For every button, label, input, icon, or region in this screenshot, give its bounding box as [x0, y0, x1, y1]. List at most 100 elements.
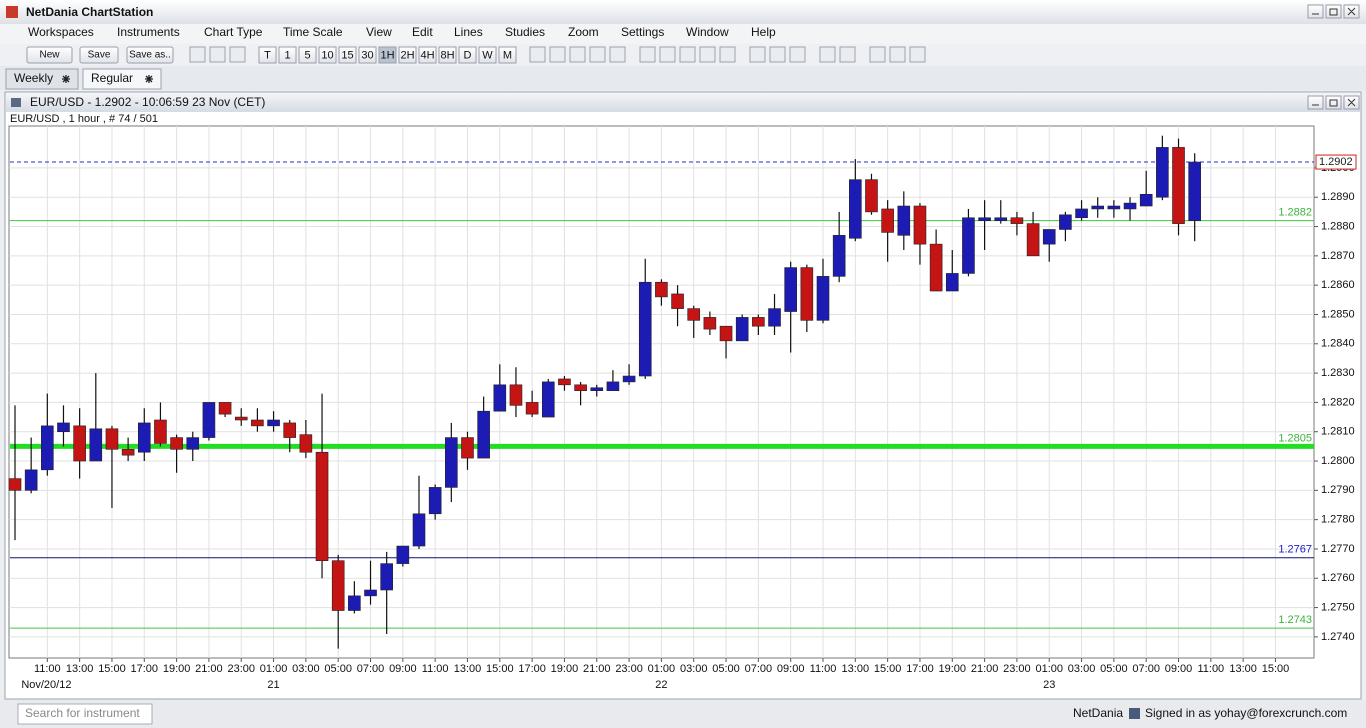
toolbar-icon[interactable]	[719, 46, 736, 63]
menu-item[interactable]: View	[366, 25, 392, 39]
candle-body	[477, 410, 490, 459]
menu-item[interactable]: Lines	[454, 25, 483, 39]
toolbar-icon[interactable]	[569, 46, 586, 63]
x-tick-label: 01:00	[648, 663, 676, 675]
menu-item[interactable]: Studies	[505, 25, 545, 39]
menu-item[interactable]: Settings	[621, 25, 664, 39]
toolbar-icon[interactable]	[209, 46, 226, 63]
x-tick-label: 19:00	[163, 663, 191, 675]
x-tick-label: 13:00	[454, 663, 482, 675]
app-icon	[6, 6, 18, 18]
tab-close-icon[interactable]	[145, 75, 153, 83]
restore-button[interactable]	[1325, 4, 1342, 19]
toolbar-icon[interactable]	[189, 46, 206, 63]
timeframe-button[interactable]	[498, 46, 517, 64]
tab-bar	[0, 66, 1366, 90]
candle-body	[541, 381, 555, 418]
price-line-label: 1.2805	[1278, 432, 1312, 444]
toolbar-icon[interactable]	[589, 46, 606, 63]
candle-body	[218, 402, 232, 415]
toolbar-icon[interactable]	[789, 46, 806, 63]
candle-body	[396, 545, 410, 564]
timeframe-button[interactable]	[478, 46, 497, 64]
menu-item[interactable]: Window	[686, 25, 729, 39]
menu-item[interactable]: Edit	[412, 25, 433, 39]
timeframe-button[interactable]	[358, 46, 377, 64]
window-controls[interactable]	[1307, 4, 1360, 19]
x-tick-label: 15:00	[1262, 663, 1290, 675]
candle-body	[1010, 217, 1024, 224]
candle-body	[283, 422, 297, 438]
toolbar-icon[interactable]	[749, 46, 766, 63]
candle-body	[913, 205, 927, 245]
toolbar-button[interactable]	[79, 46, 119, 64]
chart-window-icon	[11, 98, 21, 107]
candle-body	[816, 276, 830, 321]
tab[interactable]	[5, 68, 79, 90]
toolbar-icon[interactable]	[869, 46, 886, 63]
toolbar-icon[interactable]	[529, 46, 546, 63]
window-icons	[1312, 7, 1356, 16]
timeframe-button[interactable]	[438, 46, 457, 64]
toolbar-icon[interactable]	[639, 46, 656, 63]
toolbar-icon[interactable]	[769, 46, 786, 63]
title-bar	[0, 0, 1366, 24]
timeframe-label: 5	[304, 49, 310, 61]
menu-item[interactable]: Instruments	[117, 25, 180, 39]
toolbar-icon[interactable]	[909, 46, 926, 63]
timeframe-button[interactable]	[278, 46, 297, 64]
chart-window-title-bar	[6, 93, 1360, 112]
candle-body	[331, 560, 345, 611]
candle-body	[800, 267, 814, 321]
date-label: 22	[655, 679, 667, 691]
timeframe-button[interactable]	[418, 46, 437, 64]
toolbar-icon[interactable]	[609, 46, 626, 63]
candle-body	[380, 563, 393, 591]
x-tick-label: 13:00	[1229, 663, 1257, 675]
timeframe-button[interactable]	[398, 46, 417, 64]
toolbar-icon[interactable]	[889, 46, 906, 63]
tab[interactable]	[82, 68, 162, 90]
chart-window-controls[interactable]	[1307, 95, 1360, 110]
x-tick-label: 05:00	[324, 663, 352, 675]
toolbar-icon[interactable]	[699, 46, 716, 63]
status-icon	[1129, 708, 1140, 719]
toolbar-icon[interactable]	[549, 46, 566, 63]
minimize-button[interactable]	[1307, 4, 1324, 19]
candle-body	[1188, 161, 1201, 221]
menu-item[interactable]: Zoom	[568, 25, 599, 39]
candle-body	[1156, 147, 1169, 198]
restore-button[interactable]	[1325, 95, 1342, 110]
tab-close-icon[interactable]	[62, 75, 70, 83]
candle-body	[348, 595, 361, 611]
timeframe-button[interactable]	[258, 46, 277, 64]
menu-item[interactable]: Chart Type	[204, 25, 263, 39]
timeframe-button[interactable]	[298, 46, 317, 64]
date-label: Nov/20/12	[21, 679, 71, 691]
candle-body	[364, 589, 377, 597]
candle-body	[1123, 202, 1137, 210]
candle-body	[186, 437, 200, 450]
toolbar-icon[interactable]	[839, 46, 856, 63]
toolbar-icon[interactable]	[659, 46, 676, 63]
timeframe-button[interactable]	[338, 46, 357, 64]
x-tick-label: 07:00	[745, 663, 773, 675]
timeframe-button[interactable]	[378, 46, 397, 64]
candle-body	[8, 478, 22, 491]
toolbar-icon[interactable]	[679, 46, 696, 63]
toolbar-icon[interactable]	[229, 46, 246, 63]
toolbar-icon[interactable]	[819, 46, 836, 63]
menu-item[interactable]: Workspaces	[28, 25, 94, 39]
timeframe-button[interactable]	[458, 46, 477, 64]
toolbar-button[interactable]	[26, 46, 73, 64]
candle-body	[428, 487, 442, 515]
menu-item[interactable]: Help	[751, 25, 776, 39]
candle-body	[267, 419, 280, 427]
menu-item[interactable]: Time Scale	[283, 25, 343, 39]
timeframe-button[interactable]	[318, 46, 337, 64]
search-box[interactable]	[17, 703, 153, 725]
toolbar-button[interactable]	[126, 46, 174, 64]
minimize-button[interactable]	[1307, 95, 1324, 110]
x-tick-label: 09:00	[389, 663, 417, 675]
